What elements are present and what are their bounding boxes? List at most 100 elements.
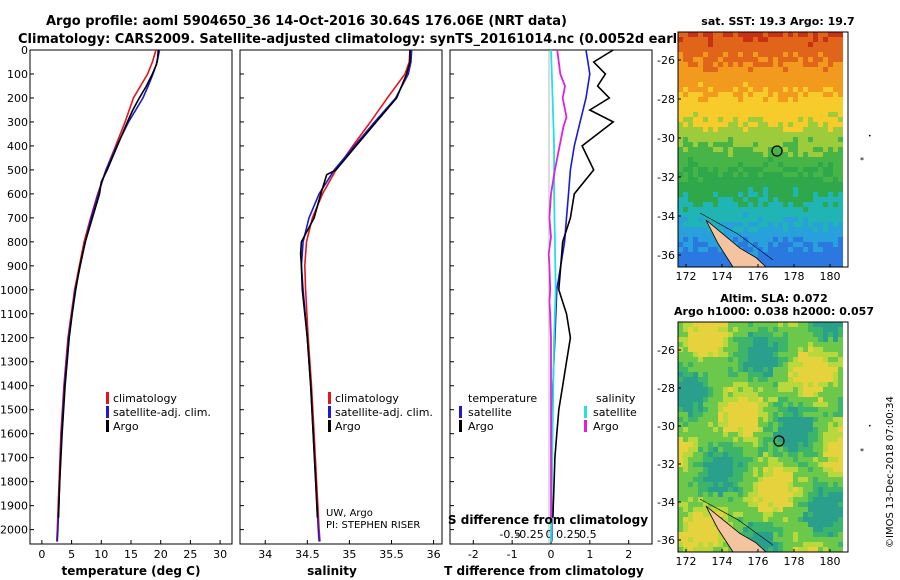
map-cell [818,532,823,537]
map-cell [763,82,768,87]
map-cell [753,517,758,522]
map-cell [808,147,813,152]
sla-map [678,322,843,553]
map-cell [723,227,728,232]
map-cell [818,372,823,377]
map-cell [828,177,833,182]
map-cell [773,207,778,212]
map-cell [728,52,733,57]
map-cell [688,207,693,212]
map-cell [718,477,723,482]
map-cell [758,147,763,152]
map-cell [703,422,708,427]
map-cell [778,77,783,82]
map-cell [828,202,833,207]
map-cell [708,257,713,262]
map-cell [708,197,713,202]
map-cell [718,437,723,442]
map-cell [743,112,748,117]
map-cell [823,537,828,542]
map-cell [738,142,743,147]
legend2-argo-label: Argo [335,420,361,433]
map-cell [813,157,818,162]
map-cell [813,197,818,202]
map-cell [718,417,723,422]
map-cell [828,492,833,497]
map-cell [678,242,683,247]
map-cell [743,52,748,57]
map-cell [803,157,808,162]
map-cell [813,232,818,237]
map-cell [763,357,768,362]
map-cell [758,177,763,182]
map-cell [838,77,843,82]
map-cell [803,62,808,67]
map-cell [713,62,718,67]
map-cell [828,332,833,337]
map-cell [693,452,698,457]
map-cell [768,77,773,82]
map-cell [763,237,768,242]
map-cell [758,172,763,177]
map-cell [683,352,688,357]
map-cell [763,427,768,432]
map-cell [713,487,718,492]
map-cell [813,62,818,67]
map-cell [788,337,793,342]
map-cell [828,402,833,407]
map-cell [818,92,823,97]
map-cell [698,157,703,162]
map-cell [818,367,823,372]
map-cell [828,507,833,512]
map-cell [693,57,698,62]
map-cell [783,212,788,217]
map-cell [823,42,828,47]
map-cell [838,492,843,497]
map-cell [723,192,728,197]
map-cell [793,247,798,252]
map-cell [783,387,788,392]
map-cell [813,357,818,362]
map-cell [693,502,698,507]
map-cell [678,402,683,407]
map-cell [813,342,818,347]
map-cell [683,32,688,37]
map-cell [743,192,748,197]
map-cell [833,472,838,477]
map-cell [703,147,708,152]
map-cell [803,522,808,527]
map-cell [718,182,723,187]
map-cell [793,447,798,452]
map-cell [773,47,778,52]
map-cell [768,472,773,477]
map-cell [778,247,783,252]
map-cell [828,182,833,187]
map-cell [728,372,733,377]
map-cell [698,342,703,347]
map-cell [748,457,753,462]
map-cell [678,377,683,382]
map-cell [713,467,718,472]
map-cell [808,122,813,127]
map-cell [693,87,698,92]
map-cell [778,457,783,462]
map-cell [808,237,813,242]
map-cell [693,397,698,402]
map-cell [688,72,693,77]
map-cell [723,497,728,502]
map-cell [798,262,803,267]
map-cell [698,162,703,167]
map-cell [813,77,818,82]
map-cell [748,452,753,457]
map-cell [768,102,773,107]
map-cell [748,37,753,42]
map-cell [813,492,818,497]
map-cell [693,522,698,527]
map-cell [838,472,843,477]
map2-title1: Altim. SLA: 0.072 [720,292,827,305]
map-cell [813,82,818,87]
map-cell [748,392,753,397]
map-cell [728,492,733,497]
map-cell [713,547,718,552]
map-cell [758,167,763,172]
